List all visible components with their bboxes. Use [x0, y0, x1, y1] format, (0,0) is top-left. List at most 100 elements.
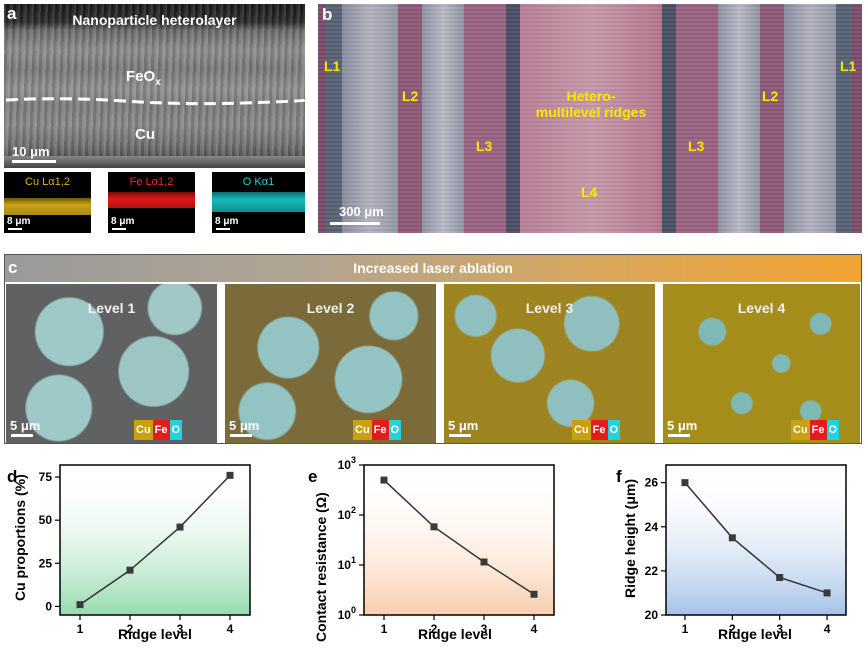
legend-fe: Fe — [809, 420, 827, 440]
data-point — [430, 523, 438, 531]
chart-f-xlabel: Ridge level — [718, 626, 792, 642]
chart-contact-resistance: 1 2 3 4 100 101 102 103 Contact resistance (Ω) … — [300, 450, 590, 649]
x-tick-label: 1 — [77, 622, 84, 636]
eds-map-o-scale: 8 μm — [215, 216, 239, 227]
tile-title: Level 2 — [306, 300, 355, 316]
optical-scale-text: 300 μm — [339, 204, 384, 219]
level-label-l3-left: L3 — [476, 138, 493, 154]
y-tick-label: 103 — [338, 455, 356, 472]
ridge-strip — [836, 4, 852, 233]
y-tick-exponent: 1 — [351, 555, 356, 565]
ridge-strip — [318, 4, 326, 233]
tile-title: Level 1 — [87, 300, 136, 316]
hetero-ridges-label: Hetero- multilevel ridges — [520, 88, 662, 120]
panel-f-label: f — [616, 467, 622, 486]
ridge-strip — [718, 4, 760, 233]
legend-fe: Fe — [371, 420, 389, 440]
chart-d-ylabel: Cu proportions (%) — [12, 474, 28, 601]
eds-map-cu: Cu Lα1,2 8 μm — [4, 172, 91, 233]
y-tick-exponent: 0 — [351, 605, 356, 615]
eds-map-cu-scale-bar — [8, 228, 22, 230]
y-tick-exponent: 2 — [351, 505, 356, 515]
tile-scale: 5 μm — [229, 418, 260, 433]
tile-scale-bar — [668, 434, 690, 437]
data-line — [684, 482, 828, 594]
ridge-l3-left — [464, 4, 506, 233]
sem-cross-section-image: Nanoparticle heterolayer FeOx Cu 10 μm — [4, 4, 305, 168]
x-tick-label: 3 — [481, 622, 488, 636]
plot-area — [665, 464, 847, 616]
tile-scale: 5 μm — [667, 418, 698, 433]
banner-text: Increased laser ablation — [353, 260, 513, 276]
y-tick-label: 50 — [39, 513, 53, 527]
data-line — [383, 479, 535, 595]
data-point — [728, 534, 736, 542]
chart-ridge-height: 1 2 3 4 20 22 24 26 Ridge height (μm) Ridge lev… — [610, 450, 865, 649]
heterolayer-boundary-line — [5, 97, 305, 106]
x-tick-label: 4 — [824, 622, 831, 636]
x-tick-label: 3 — [177, 622, 184, 636]
ridge-l3-right — [676, 4, 718, 233]
eds-tile-level-1: Level 1 5 μm Cu Fe O — [6, 284, 217, 443]
chart-cu-proportions: 1 2 3 4 0 25 50 75 Cu proportions (%) Ridge lev… — [0, 450, 290, 649]
ridge-strip — [326, 4, 342, 233]
cu-layer-label: Cu — [135, 126, 155, 143]
x-tick-label: 3 — [776, 622, 783, 636]
chart-e-xlabel: Ridge level — [418, 626, 492, 642]
chart-d-xlabel: Ridge level — [118, 626, 192, 642]
y-tick-exponent: 3 — [351, 455, 356, 465]
eds-map-fe-scale-bar — [112, 228, 126, 230]
ridge-strip — [852, 4, 862, 233]
level-label-l1-left: L1 — [324, 58, 341, 74]
data-point — [681, 479, 689, 487]
x-tick-label: 1 — [381, 622, 388, 636]
panel-c-label: c — [8, 258, 18, 277]
chart-d-svg: 1 2 3 4 0 25 50 75 — [39, 464, 251, 636]
data-point — [176, 523, 184, 531]
sem-texture — [4, 4, 305, 168]
tile-scale: 5 μm — [10, 418, 41, 433]
sem-scale-text: 10 μm — [12, 144, 50, 159]
sem-scale-bar — [12, 160, 56, 163]
legend-o: O — [607, 420, 621, 440]
data-point — [776, 574, 784, 581]
x-tick-label: 2 — [431, 622, 438, 636]
tile-title: Level 4 — [737, 300, 786, 316]
level-label-l2-right: L2 — [762, 88, 779, 104]
element-legend: Cu Fe O — [791, 420, 840, 440]
x-tick-label: 4 — [531, 622, 538, 636]
panel-a-label: a — [7, 4, 17, 23]
x-tick-label: 2 — [729, 622, 736, 636]
data-point — [226, 471, 234, 479]
legend-fe: Fe — [590, 420, 608, 440]
eds-tile-level-3: Level 3 5 μm Cu Fe O — [444, 284, 655, 443]
panel-d-label: d — [7, 467, 18, 486]
ridge-l2-left — [398, 4, 422, 233]
chart-e-ylabel: Contact resistance (Ω) — [313, 492, 329, 642]
ridge-l2-right — [760, 4, 784, 233]
legend-o: O — [388, 420, 402, 440]
y-tick-label: 25 — [39, 556, 53, 570]
tile-scale: 5 μm — [448, 418, 479, 433]
optical-scale-bar — [330, 222, 380, 225]
y-tick-label: 24 — [645, 520, 659, 534]
eds-map-fe-scale: 8 μm — [111, 216, 135, 227]
element-legend: Cu Fe O — [134, 420, 183, 440]
y-tick-label: 101 — [338, 555, 356, 572]
y-tick-label: 0 — [45, 599, 52, 613]
ridge-l4-center — [520, 4, 662, 233]
y-tick-label: 75 — [39, 470, 53, 484]
optical-ridge-image: L1 L2 L3 Hetero- multilevel ridges L4 L3… — [318, 4, 862, 233]
sem-title: Nanoparticle heterolayer — [72, 12, 237, 28]
data-line — [79, 474, 231, 606]
eds-map-fe-caption: Fe Lα1,2 — [129, 176, 174, 188]
x-tick-label: 2 — [127, 622, 134, 636]
laser-ablation-banner: Increased laser ablation — [5, 255, 861, 282]
y-tick-label: 20 — [645, 608, 659, 622]
data-point — [76, 601, 84, 609]
plot-area — [59, 464, 251, 616]
data-point — [480, 558, 488, 566]
panel-b-label: b — [322, 5, 333, 24]
legend-cu: Cu — [791, 420, 810, 440]
